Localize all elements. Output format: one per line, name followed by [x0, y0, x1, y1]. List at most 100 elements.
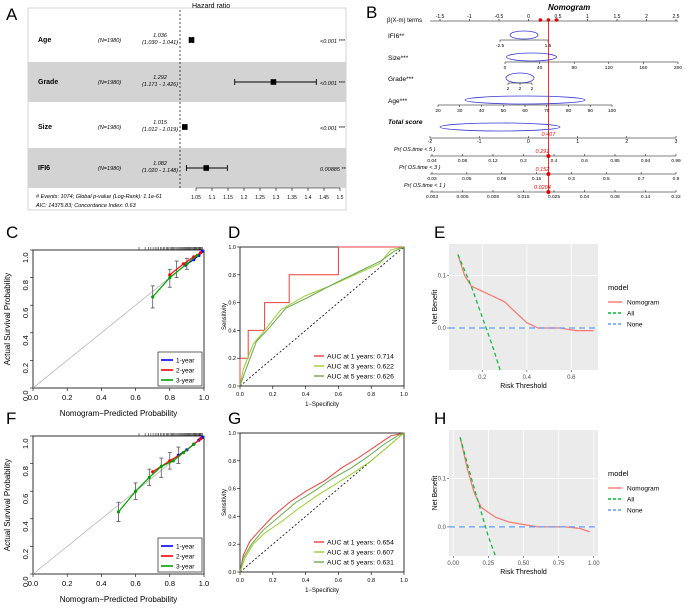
nomogram-header-tick-label: -0.5 — [495, 14, 504, 20]
nomogram-prob-tick-label: 0.015 — [517, 194, 529, 200]
nomogram-marker-dot — [546, 18, 551, 22]
forest-tick-label: 1.35 — [287, 195, 297, 201]
dca-x-tick-label: 1.00 — [588, 561, 600, 567]
roc-curve — [239, 432, 405, 573]
forest-row-pvalue: <0.001 *** — [320, 81, 346, 87]
forest-row-ci: (1.030 - 1.041) — [142, 40, 178, 46]
nomogram-header-tick-label: -1 — [467, 14, 472, 20]
roc-x-tick-label: 1.0 — [400, 578, 408, 584]
nomogram-prob-tick-label: 0.99 — [671, 158, 681, 164]
nomogram-total-tick-label: 3 — [675, 139, 678, 145]
roc-x-tick-label: 0.0 — [236, 578, 244, 584]
roc-y-tick-label: 0.2 — [228, 542, 236, 548]
nomogram-prob-tick-label: 0.08 — [610, 194, 620, 200]
nomogram-prob-marker-value: 0.291 — [536, 149, 550, 155]
panel-letter-c: C — [6, 223, 18, 242]
dca-x-tick-label: 0.00 — [447, 561, 459, 567]
calibration-x-tick-label: 0.4 — [96, 579, 106, 588]
nomogram-prob-tick-label: 0.12 — [488, 158, 498, 164]
nomogram-header-tick-label: -1.5 — [436, 14, 445, 20]
forest-row-hr: 1.292 — [153, 75, 167, 81]
dca-x-tick-label: 0.50 — [518, 561, 530, 567]
forest-row-pvalue: 0.00885 ** — [320, 167, 347, 173]
calibration-point — [171, 459, 175, 463]
nomogram-row-tick-label: 80 — [566, 108, 572, 114]
roc-y-tick-label: 0.2 — [228, 356, 236, 362]
calibration-y-tick-label: 0.8 — [21, 280, 30, 290]
calibration-point — [198, 251, 203, 255]
forest-row-hr: 1.036 — [153, 33, 168, 39]
roc-x-tick-label: 0.8 — [367, 578, 375, 584]
calibration-y-tick-label: 0.0 — [21, 577, 30, 587]
dca-x-tick-label: 0.4 — [523, 375, 532, 381]
nomogram-header-tick-label: 1 — [586, 14, 589, 20]
nomogram-prob-marker-dot — [546, 154, 551, 158]
nomogram-row-tick-label: 200 — [674, 65, 682, 71]
nomogram-prob-tick-label: 0.005 — [456, 194, 468, 200]
nomogram-prob-tick-label: 0.025 — [548, 194, 560, 200]
calibration-y-tick-label: 0.6 — [21, 308, 30, 318]
calibration-y-tick-label: 0.4 — [21, 335, 30, 345]
nomogram-total-tick-label: -1 — [477, 139, 482, 145]
nomogram-prob-tick-label: 0.5 — [603, 176, 610, 182]
nomogram-header-label: β(X-m) terms — [387, 18, 422, 24]
forest-footer-events: # Events: 1074; Global p-value (Log-Rank… — [36, 194, 162, 200]
calibration-x-tick-label: 0.4 — [96, 393, 106, 402]
roc-y-tick-label: 0.4 — [228, 514, 236, 520]
roc-x-tick-label: 0.8 — [367, 392, 375, 398]
roc-y-tick-label: 0.8 — [228, 459, 236, 465]
roc-y-tick-label: 0.0 — [228, 384, 236, 390]
nomogram-prob-tick-label: 0.6 — [581, 158, 588, 164]
nomogram-header-tick-label: 0.5 — [555, 14, 562, 20]
calibration-x-tick-label: 0.8 — [165, 579, 175, 588]
forest-tick-label: 1.2 — [241, 195, 248, 201]
roc-y-label: Sensitivity — [222, 303, 228, 330]
nomogram-prob-marker-dot — [546, 172, 551, 176]
nomogram-marker-dot — [538, 18, 543, 22]
calibration-point — [151, 295, 155, 299]
dca-y-label: Net Benefit — [432, 476, 439, 511]
nomogram-row-tick-label: 120 — [605, 65, 613, 71]
dca-legend-title: model — [608, 283, 629, 292]
forest-tick-label: 1.25 — [255, 195, 265, 201]
panel-letter-h: H — [434, 409, 446, 428]
forest-row-ci: (1.012 - 1.019) — [142, 127, 178, 133]
calibration-x-tick-label: 1.0 — [199, 579, 209, 588]
nomogram-prob-tick-label: 0.08 — [458, 158, 468, 164]
forest-row-hr: 1.082 — [153, 161, 167, 167]
nomogram-row-tick-label: 2 — [519, 86, 522, 92]
nomogram-total-label: Total score — [388, 119, 423, 126]
nomogram-row-tick-label: 20 — [435, 108, 441, 114]
calibration-legend-label: 1-year — [176, 544, 195, 551]
panel-letter-e: E — [434, 223, 445, 242]
dca-y-tick-label: 0.1 — [438, 476, 447, 482]
calibration-x-tick-label: 0.6 — [130, 393, 140, 402]
nomogram-prob-tick-label: 0.05 — [462, 176, 472, 182]
calibration-point — [198, 437, 203, 441]
roc-x-tick-label: 0.6 — [335, 578, 343, 584]
dca-y-label: Net Benefit — [432, 290, 439, 325]
nomogram-row-tick-label: 2 — [531, 86, 534, 92]
roc-legend-label: AUC at 3 years: 0.607 — [327, 550, 394, 557]
dca-x-tick-label: 0.75 — [553, 561, 565, 567]
calibration-x-tick-label: 0.6 — [130, 579, 140, 588]
nomogram-row-label: Size*** — [388, 55, 409, 62]
forest-row-n: (N=1980) — [98, 125, 121, 131]
dca-x-label: Risk Threshold — [500, 569, 547, 576]
roc-legend-box — [312, 350, 402, 383]
nomogram-header-tick-label: 2.5 — [673, 14, 680, 20]
forest-row-n: (N=1980) — [98, 38, 121, 44]
nomogram-row-tick-label: 90 — [588, 108, 594, 114]
roc-x-tick-label: 0.4 — [302, 392, 310, 398]
roc-frame — [239, 432, 405, 573]
calibration-x-tick-label: 0.2 — [62, 393, 72, 402]
calibration-point — [185, 262, 189, 266]
roc-curve — [239, 246, 404, 386]
nomogram-row-tick-label: 40 — [537, 65, 543, 71]
nomogram-prob-tick-label: 0.08 — [497, 176, 507, 182]
calibration-point — [168, 273, 172, 277]
nomogram-prob-tick-label: 0.3 — [568, 176, 575, 182]
nomogram-total-marker-value: 0.407 — [542, 132, 557, 138]
calibration-frame — [32, 249, 205, 389]
